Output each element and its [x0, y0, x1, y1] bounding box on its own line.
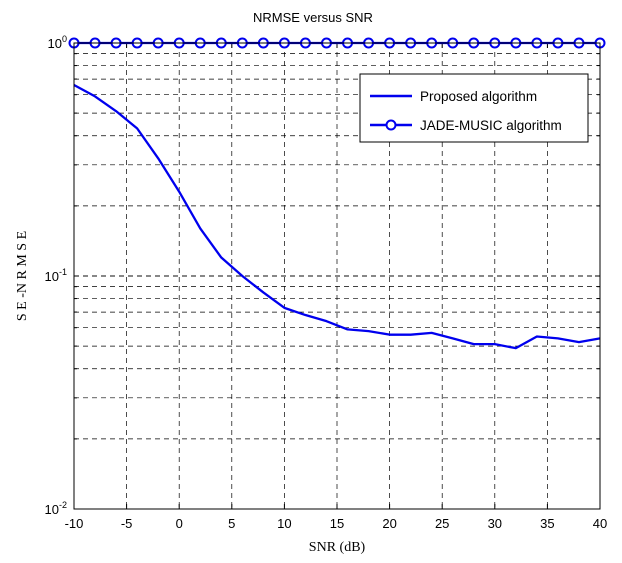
y-axis-label: S E -N R M S E — [15, 231, 30, 321]
legend-box — [359, 73, 589, 143]
y-tick-labels: 10-2 10-1 100 — [45, 34, 67, 517]
x-tick-label: -5 — [121, 516, 133, 531]
grid-lines — [74, 43, 600, 509]
legend-marker-jade-music — [385, 119, 397, 131]
legend: Proposed algorithm JADE-MUSIC algorithm — [359, 73, 589, 143]
chart-title: NRMSE versus SNR — [253, 10, 373, 25]
y-tick-label: 10-1 — [45, 267, 67, 284]
x-tick-label: 30 — [488, 516, 502, 531]
x-axis-label: SNR (dB) — [309, 540, 366, 555]
x-tick-label: 5 — [228, 516, 235, 531]
x-tick-label: 0 — [176, 516, 183, 531]
x-tick-label: -10 — [65, 516, 84, 531]
x-tick-label: 10 — [277, 516, 291, 531]
x-tick-label: 25 — [435, 516, 449, 531]
x-tick-label: 15 — [330, 516, 344, 531]
x-tick-label: 35 — [540, 516, 554, 531]
series-line-0 — [73, 84, 601, 350]
y-tick-label: 100 — [48, 34, 67, 51]
legend-label-proposed: Proposed algorithm — [420, 89, 537, 104]
y-tick-label: 10-2 — [45, 500, 67, 517]
x-tick-label: 40 — [593, 516, 607, 531]
legend-label-jade-music: JADE-MUSIC algorithm — [420, 118, 562, 133]
plot-frame — [73, 42, 601, 510]
x-tick-labels: -10 -5 0 5 10 15 20 25 30 35 40 — [65, 516, 608, 531]
x-tick-label: 20 — [382, 516, 396, 531]
